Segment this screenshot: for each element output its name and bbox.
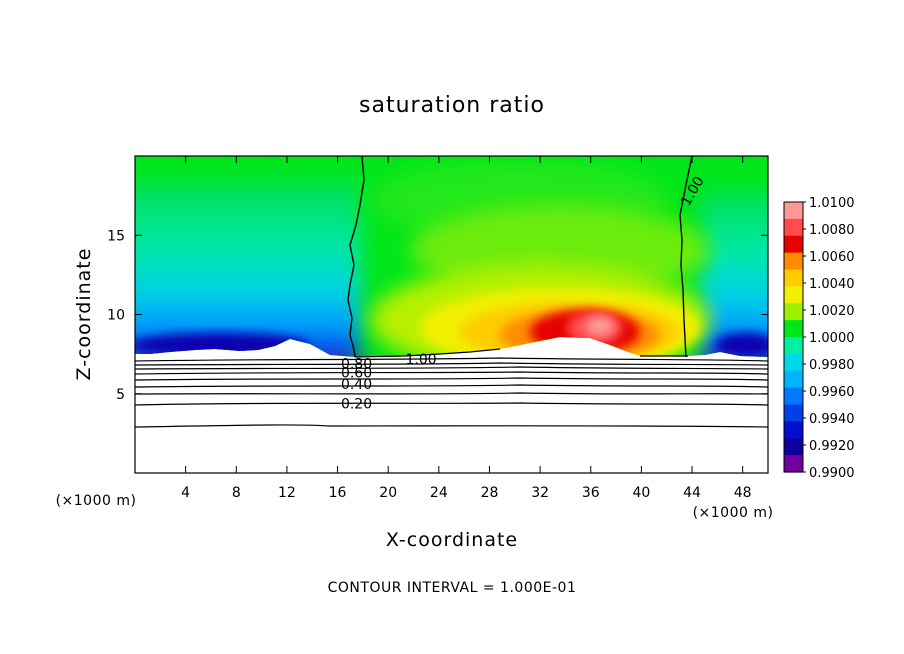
contour-label: 0.60 bbox=[341, 365, 372, 381]
colorbar-level-label: 0.9980 bbox=[809, 358, 855, 373]
colorbar: 1.0100 1.0080 1.0060 1.0040 1.0020 1.0000 0.99… bbox=[783, 196, 855, 481]
contour-line-2 bbox=[679, 156, 693, 358]
colorbar-level-label: 0.9940 bbox=[809, 412, 855, 427]
contour-label: 0.20 bbox=[341, 396, 372, 412]
colorbar-swatch bbox=[784, 252, 803, 271]
colorbar-swatch bbox=[784, 235, 803, 254]
colorbar-swatch bbox=[784, 303, 803, 321]
y-axis: 5 10 15 bbox=[107, 228, 768, 403]
lower-contours bbox=[135, 357, 768, 428]
colorbar-swatch bbox=[784, 421, 803, 439]
colorbar-level-label: 1.0060 bbox=[809, 250, 855, 265]
contour-interval-note: CONTOUR INTERVAL = 1.000E-01 bbox=[328, 580, 577, 596]
colorbar-swatch bbox=[784, 387, 803, 406]
colorbar-swatch bbox=[784, 286, 803, 304]
y-tick-label: 5 bbox=[116, 387, 125, 403]
colorbar-level-label: 1.0080 bbox=[809, 223, 855, 238]
x-tick-label: 32 bbox=[531, 485, 549, 501]
colorbar-level-label: 1.0040 bbox=[809, 277, 855, 292]
x-tick-label: 4 bbox=[181, 485, 190, 501]
y-tick-label: 15 bbox=[107, 228, 125, 244]
colorbar-swatch bbox=[784, 455, 803, 473]
contour-label: 0.40 bbox=[341, 377, 372, 393]
colorbar-level-label: 1.0000 bbox=[809, 331, 855, 346]
x-tick-label: 28 bbox=[481, 485, 499, 501]
colorbar-level-label: 0.9900 bbox=[809, 466, 855, 481]
colorbar-swatch bbox=[784, 320, 803, 338]
contour-line-1 bbox=[347, 156, 365, 358]
x-tick-label: 8 bbox=[232, 485, 241, 501]
colorbar-level-label: 1.0020 bbox=[809, 304, 855, 319]
colorbar-level-label: 0.9960 bbox=[809, 385, 855, 400]
y-axis-label: Z-coordinate bbox=[73, 248, 95, 381]
colorbar-level-label: 1.0100 bbox=[809, 196, 855, 211]
colorbar-swatch bbox=[784, 370, 803, 389]
x-tick-label: 16 bbox=[329, 485, 347, 501]
x-tick-label: 40 bbox=[632, 485, 650, 501]
colorbar-swatch bbox=[784, 404, 803, 422]
contour-terrain-edge bbox=[354, 348, 688, 358]
contour-label: 0.80 bbox=[341, 357, 372, 373]
x-axis-label: X-coordinate bbox=[386, 529, 518, 551]
contour-label: 1.00 bbox=[406, 352, 437, 368]
colorbar-swatch bbox=[784, 438, 803, 456]
colorbar-swatch bbox=[784, 353, 803, 372]
x-tick-label: 24 bbox=[430, 485, 448, 501]
colorbar-swatch bbox=[784, 218, 803, 237]
x-tick-label: 12 bbox=[278, 485, 296, 501]
colorbar-swatch bbox=[784, 269, 803, 287]
heatmap-field bbox=[135, 156, 768, 428]
x-tick-label: 48 bbox=[734, 485, 752, 501]
chart-title: saturation ratio bbox=[359, 93, 545, 118]
x-tick-label: 36 bbox=[582, 485, 600, 501]
colorbar-swatch bbox=[784, 202, 803, 220]
colorbar-level-label: 0.9920 bbox=[809, 439, 855, 454]
x-tick-label: 20 bbox=[379, 485, 397, 501]
y-tick-label: 10 bbox=[107, 308, 125, 324]
colorbar-swatch bbox=[784, 337, 803, 355]
x-axis: 4 8 12 16 20 24 28 32 36 40 44 48 bbox=[181, 156, 752, 501]
x-unit-left: (×1000 m) bbox=[56, 493, 137, 509]
x-unit-right: (×1000 m) bbox=[693, 505, 774, 521]
x-tick-label: 44 bbox=[683, 485, 701, 501]
